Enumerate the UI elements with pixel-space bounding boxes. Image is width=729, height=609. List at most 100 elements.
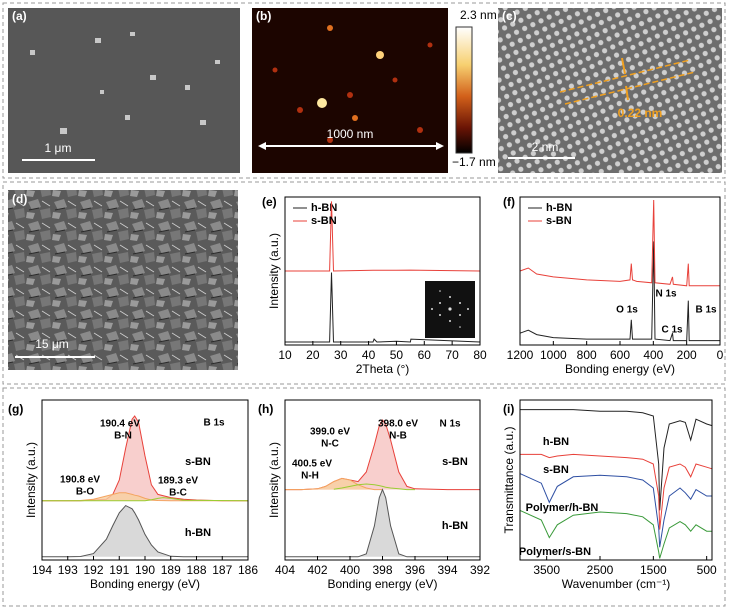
panel-label: (d) (12, 192, 27, 206)
x-tick-label: 500 (697, 563, 717, 577)
area (42, 416, 248, 501)
x-tick-label: 394 (437, 563, 457, 577)
legend-label: h-BN (546, 202, 572, 214)
series-label: s-BN (185, 456, 211, 468)
scale-label: 15 μm (35, 337, 69, 351)
annotation: N-B (389, 431, 407, 442)
row-frame (2, 2, 726, 179)
area (285, 420, 480, 490)
x-tick-label: 30 (334, 348, 348, 362)
panel-label: (f) (503, 195, 515, 209)
x-tick-label: 191 (109, 563, 129, 577)
panel-label: (h) (258, 402, 273, 416)
annotation: N-C (321, 439, 339, 450)
line (519, 509, 712, 559)
annotation: N-H (301, 471, 319, 482)
x-tick-label: 396 (405, 563, 425, 577)
panel-label: (b) (256, 9, 271, 23)
spacing-label: 0.22 nm (618, 106, 663, 120)
panel-label: (e) (262, 195, 277, 209)
line (520, 409, 713, 511)
annotation: O 1s (616, 305, 638, 316)
annotation: B 1s (203, 418, 225, 429)
line (42, 504, 248, 558)
annotation: 190.8 eV (60, 475, 100, 486)
annotation: 398.0 eV (378, 419, 418, 430)
line (333, 483, 415, 491)
y-axis-label: Transmittance (a.u.) (502, 427, 516, 534)
x-tick-label: 70 (445, 348, 459, 362)
colorbar-min: −1.7 nm (452, 155, 496, 169)
x-tick-label: 193 (58, 563, 78, 577)
y-axis-label: Intensity (a.u.) (24, 442, 38, 518)
panel-label: (c) (502, 9, 517, 23)
annotation: B-N (114, 431, 132, 442)
x-tick-label: 3500 (533, 563, 560, 577)
annotation: 400.5 eV (292, 459, 332, 470)
line (520, 453, 713, 530)
series-label: h-BN (442, 520, 468, 532)
line (285, 477, 383, 491)
line (285, 488, 480, 558)
line (519, 241, 720, 342)
x-tick-label: 10 (278, 348, 292, 362)
annotation: 190.4 eV (100, 419, 140, 430)
x-tick-label: 0 (717, 348, 724, 362)
line (285, 272, 481, 343)
colorbar-max: 2.3 nm (460, 8, 497, 22)
legend-label: s-BN (546, 215, 572, 227)
panel-label: (g) (8, 402, 23, 416)
image-c: (c) 0.22 nm 2 nm (498, 8, 722, 173)
x-tick-label: 200 (677, 348, 697, 362)
series-label: Polymer/h-BN (526, 502, 599, 514)
image-a: (a) 1 μm (8, 8, 240, 173)
line (42, 497, 249, 502)
series-label: s-BN (442, 456, 468, 468)
x-tick-label: 187 (212, 563, 232, 577)
x-tick-label: 188 (186, 563, 206, 577)
row-frame (2, 387, 726, 607)
annotation: C 1s (661, 325, 683, 336)
x-tick-label: 190 (135, 563, 155, 577)
annotation: 399.0 eV (310, 427, 350, 438)
area (42, 492, 248, 501)
area (285, 478, 383, 490)
x-tick-label: 186 (238, 563, 258, 577)
x-axis-label: Wavenumber (cm⁻¹) (562, 577, 671, 591)
line (519, 473, 712, 548)
plot-frame (519, 399, 713, 561)
image-d: (d) 15 μm (8, 190, 238, 370)
y-axis-label: Intensity (a.u.) (267, 442, 281, 518)
x-tick-label: 800 (577, 348, 597, 362)
x-tick-label: 189 (161, 563, 181, 577)
x-tick-label: 1500 (640, 563, 667, 577)
x-tick-label: 400 (340, 563, 360, 577)
x-tick-label: 40 (362, 348, 376, 362)
x-tick-label: 392 (470, 563, 490, 577)
x-tick-label: 600 (610, 348, 630, 362)
x-axis-label: Bonding energy (eV) (565, 362, 675, 376)
y-axis-label: Intensity (a.u.) (267, 233, 281, 309)
annotation: N 1s (439, 419, 461, 430)
legend-label: s-BN (311, 215, 337, 227)
annotation: B 1s (695, 305, 717, 316)
annotation: B-C (169, 488, 187, 499)
x-tick-label: 192 (83, 563, 103, 577)
x-tick-label: 194 (32, 563, 52, 577)
x-axis-label: 2Theta (°) (356, 362, 409, 376)
x-tick-label: 402 (307, 563, 327, 577)
x-tick-label: 2500 (587, 563, 614, 577)
x-tick-label: 400 (643, 348, 663, 362)
x-tick-label: 20 (306, 348, 320, 362)
annotation: N 1s (655, 289, 677, 300)
area (285, 489, 480, 557)
row-frame (2, 181, 726, 385)
annotation: 189.3 eV (158, 476, 198, 487)
series-label: h-BN (543, 436, 569, 448)
panel-label: (i) (503, 402, 514, 416)
scale-label: 2 nm (532, 140, 559, 154)
scale-label: 1 μm (45, 141, 72, 155)
x-tick-label: 50 (390, 348, 404, 362)
x-axis-label: Bonding energy (eV) (327, 577, 437, 591)
